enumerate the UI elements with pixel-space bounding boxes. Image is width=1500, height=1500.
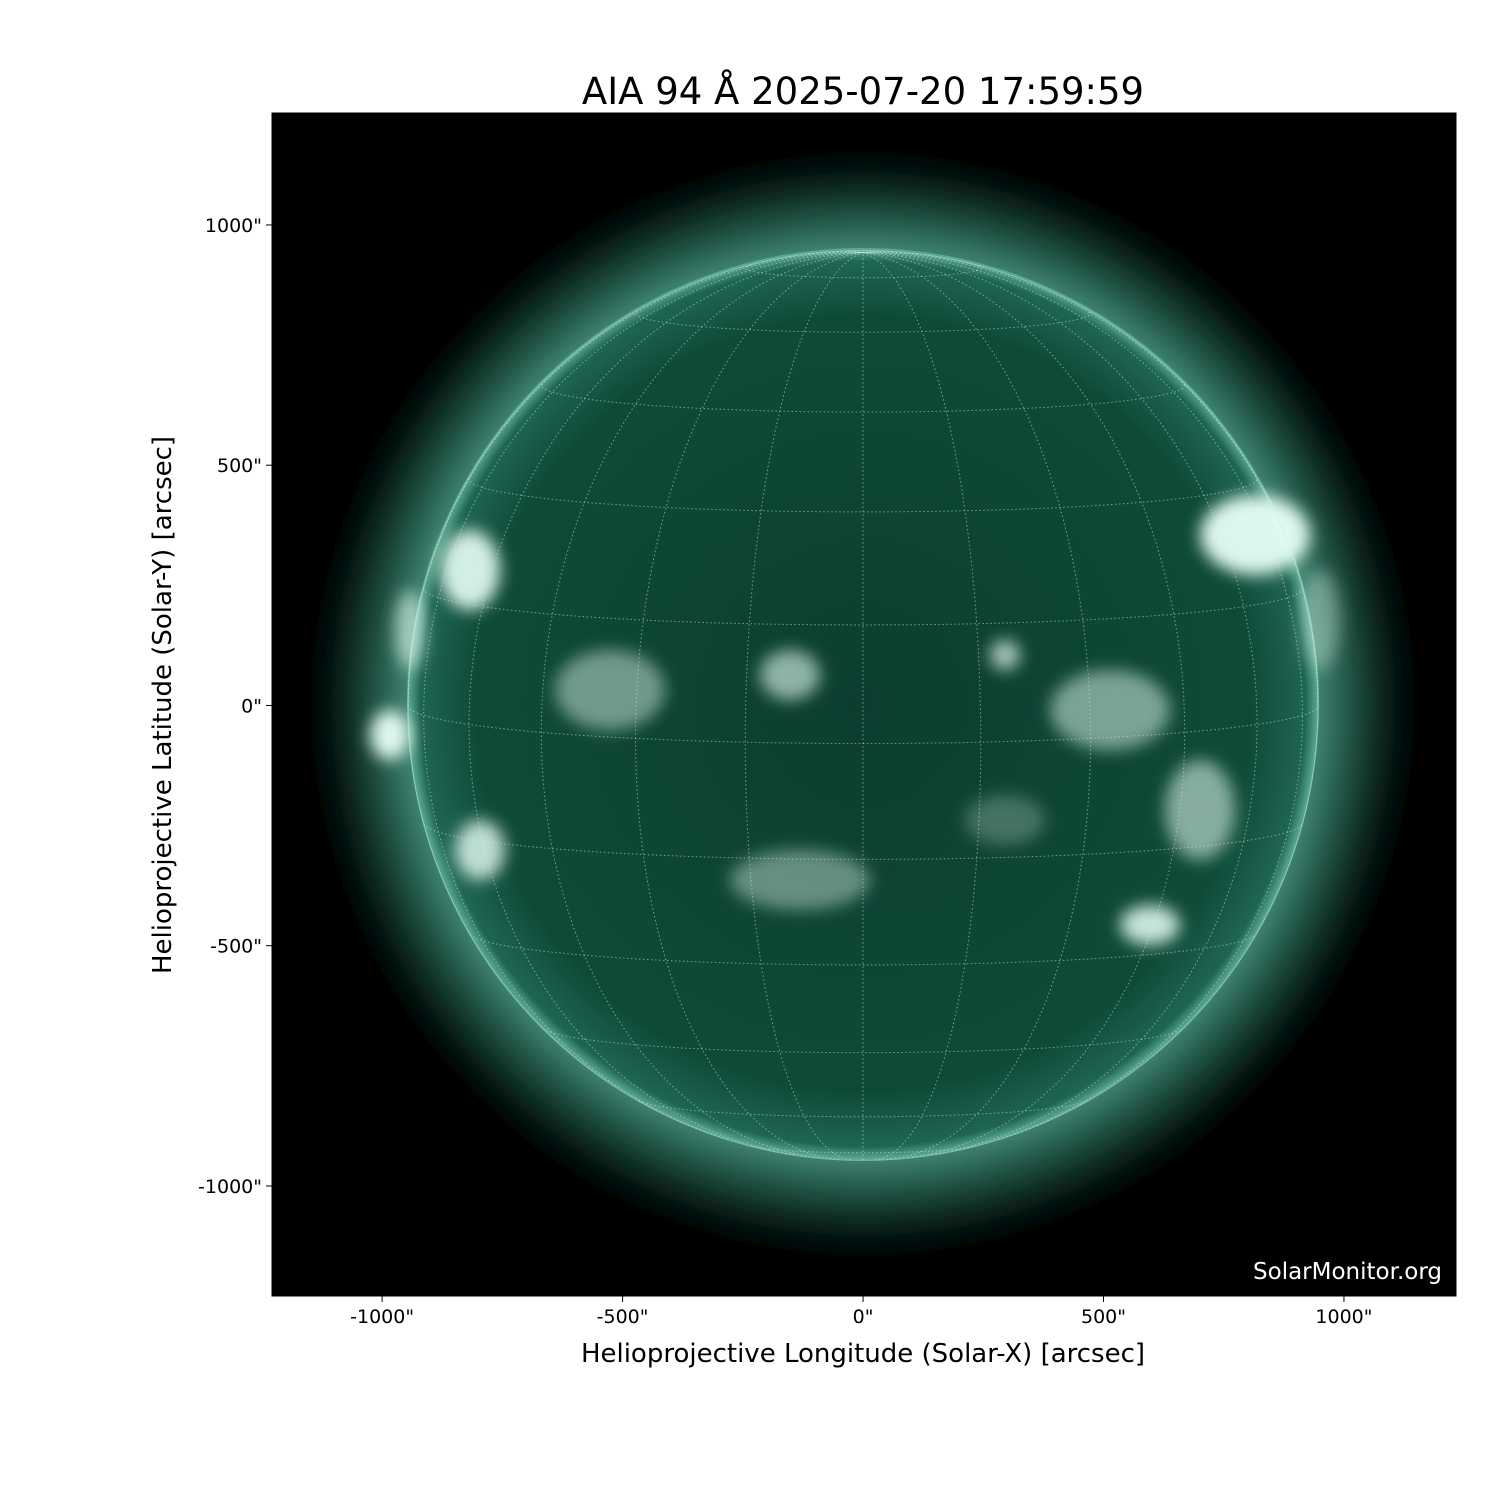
grid-line xyxy=(862,251,918,255)
bright-region xyxy=(760,650,820,700)
grid-line xyxy=(862,251,985,268)
bright-region xyxy=(440,530,500,610)
bright-region xyxy=(555,650,665,730)
grid-line xyxy=(862,250,872,253)
grid-line xyxy=(862,252,982,1161)
bright-region xyxy=(370,710,410,760)
x-tick-label: 1000" xyxy=(1315,1306,1372,1328)
axes-frame xyxy=(271,112,1457,1297)
x-tick-label: -500" xyxy=(597,1306,649,1328)
grid-line xyxy=(540,252,864,1159)
grid-line xyxy=(540,383,1186,413)
grid-line xyxy=(862,251,897,253)
chart-title: AIA 94 Å 2025-07-20 17:59:59 xyxy=(582,69,1144,113)
bright-region xyxy=(1200,495,1310,575)
heliographic-grid xyxy=(407,250,1319,1161)
grid-line xyxy=(741,251,864,268)
y-tick-label: 500" xyxy=(217,455,262,477)
x-axis-label: Helioprojective Longitude (Solar-X) [arc… xyxy=(581,1339,1145,1369)
x-tick-label: 0" xyxy=(853,1306,874,1328)
x-tick-label: -1000" xyxy=(350,1306,414,1328)
y-tick-label: 0" xyxy=(241,695,262,717)
plot-area: SolarMonitor.org xyxy=(272,113,1456,1296)
watermark: SolarMonitor.org xyxy=(1253,1259,1442,1285)
grid-line xyxy=(808,251,864,255)
grid-line xyxy=(854,250,864,253)
grid-line xyxy=(423,252,864,1140)
bright-region xyxy=(1050,670,1170,750)
bright-region xyxy=(395,590,425,670)
y-tick-label: -500" xyxy=(210,936,262,958)
grid-line xyxy=(469,933,1257,966)
grid-line xyxy=(862,252,1258,1156)
grid-line xyxy=(542,1028,1184,1054)
bright-region xyxy=(1300,570,1340,670)
y-axis: 1000" 500" 0" -500" -1000" xyxy=(198,215,272,1198)
grid-line xyxy=(407,252,864,706)
x-axis: -1000" -500" 0" 500" 1000" xyxy=(350,1296,1372,1328)
bright-region xyxy=(730,850,870,910)
bright-region xyxy=(455,820,505,880)
solar-disk xyxy=(407,248,1319,1160)
grid-line xyxy=(407,705,1319,744)
y-axis-label: Helioprojective Latitude (Solar-Y) [arcs… xyxy=(148,436,178,974)
bright-region xyxy=(990,640,1020,670)
x-tick-label: 500" xyxy=(1081,1306,1126,1328)
grid-line xyxy=(468,252,864,1156)
bright-region xyxy=(965,795,1045,845)
grid-line xyxy=(862,252,1186,1159)
grid-line xyxy=(752,1145,974,1154)
y-tick-label: 1000" xyxy=(205,215,262,237)
grid-line xyxy=(635,252,864,1160)
y-tick-label: -1000" xyxy=(198,1176,262,1198)
bright-region xyxy=(1120,905,1180,945)
limb xyxy=(407,250,1319,1161)
bright-region xyxy=(1165,760,1235,860)
grid-line xyxy=(423,588,1303,626)
grid-line xyxy=(635,310,1092,333)
grid-line xyxy=(638,1100,1088,1118)
grid-line xyxy=(862,252,1092,1160)
grid-line xyxy=(744,252,864,1161)
grid-line xyxy=(862,250,879,253)
